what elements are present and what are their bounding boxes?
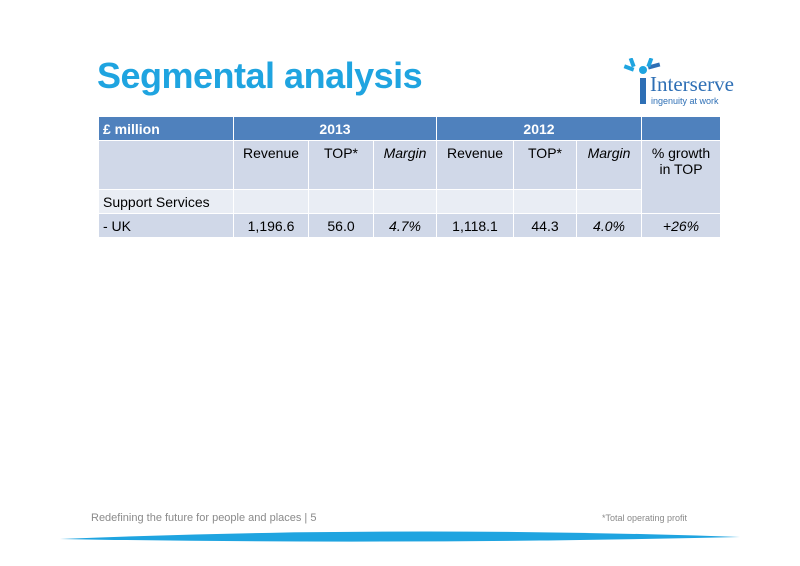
- segment-table: £ million 2013 2012 Revenue TOP* Margin …: [98, 116, 721, 238]
- logo-name: Interserve: [650, 72, 734, 96]
- row-label: - UK: [98, 213, 234, 238]
- sub-header: Margin: [373, 140, 437, 190]
- section-label: Support Services: [98, 189, 234, 214]
- sub-header: Margin: [576, 140, 642, 190]
- cell: 1,196.6: [233, 213, 309, 238]
- cell: [98, 140, 234, 190]
- cell: [436, 189, 514, 214]
- header-cell: £ million: [98, 116, 234, 141]
- footnote: *Total operating profit: [602, 513, 688, 523]
- cell: [373, 189, 437, 214]
- title: Segmental analysis: [97, 55, 423, 96]
- cell: [233, 189, 309, 214]
- footer: Redefining the future for people and pla…: [91, 512, 317, 524]
- footer-swoosh: [60, 531, 740, 542]
- cell: [308, 189, 374, 214]
- cell: 56.0: [308, 213, 374, 238]
- cell: 4.7%: [373, 213, 437, 238]
- header-cell: 2012: [436, 116, 642, 141]
- logo-icon: [623, 58, 661, 104]
- sub-header: TOP*: [308, 140, 374, 190]
- header-cell: 2013: [233, 116, 437, 141]
- header-cell: [641, 116, 721, 141]
- cell: [513, 189, 577, 214]
- sub-header: Revenue: [233, 140, 309, 190]
- sub-header: TOP*: [513, 140, 577, 190]
- logo-tagline: ingenuity at work: [651, 96, 719, 106]
- sub-header: % growth in TOP: [641, 140, 721, 214]
- cell: 1,118.1: [436, 213, 514, 238]
- cell: 4.0%: [576, 213, 642, 238]
- cell: 44.3: [513, 213, 577, 238]
- cell: +26%: [641, 213, 721, 238]
- cell: [576, 189, 642, 214]
- sub-header: Revenue: [436, 140, 514, 190]
